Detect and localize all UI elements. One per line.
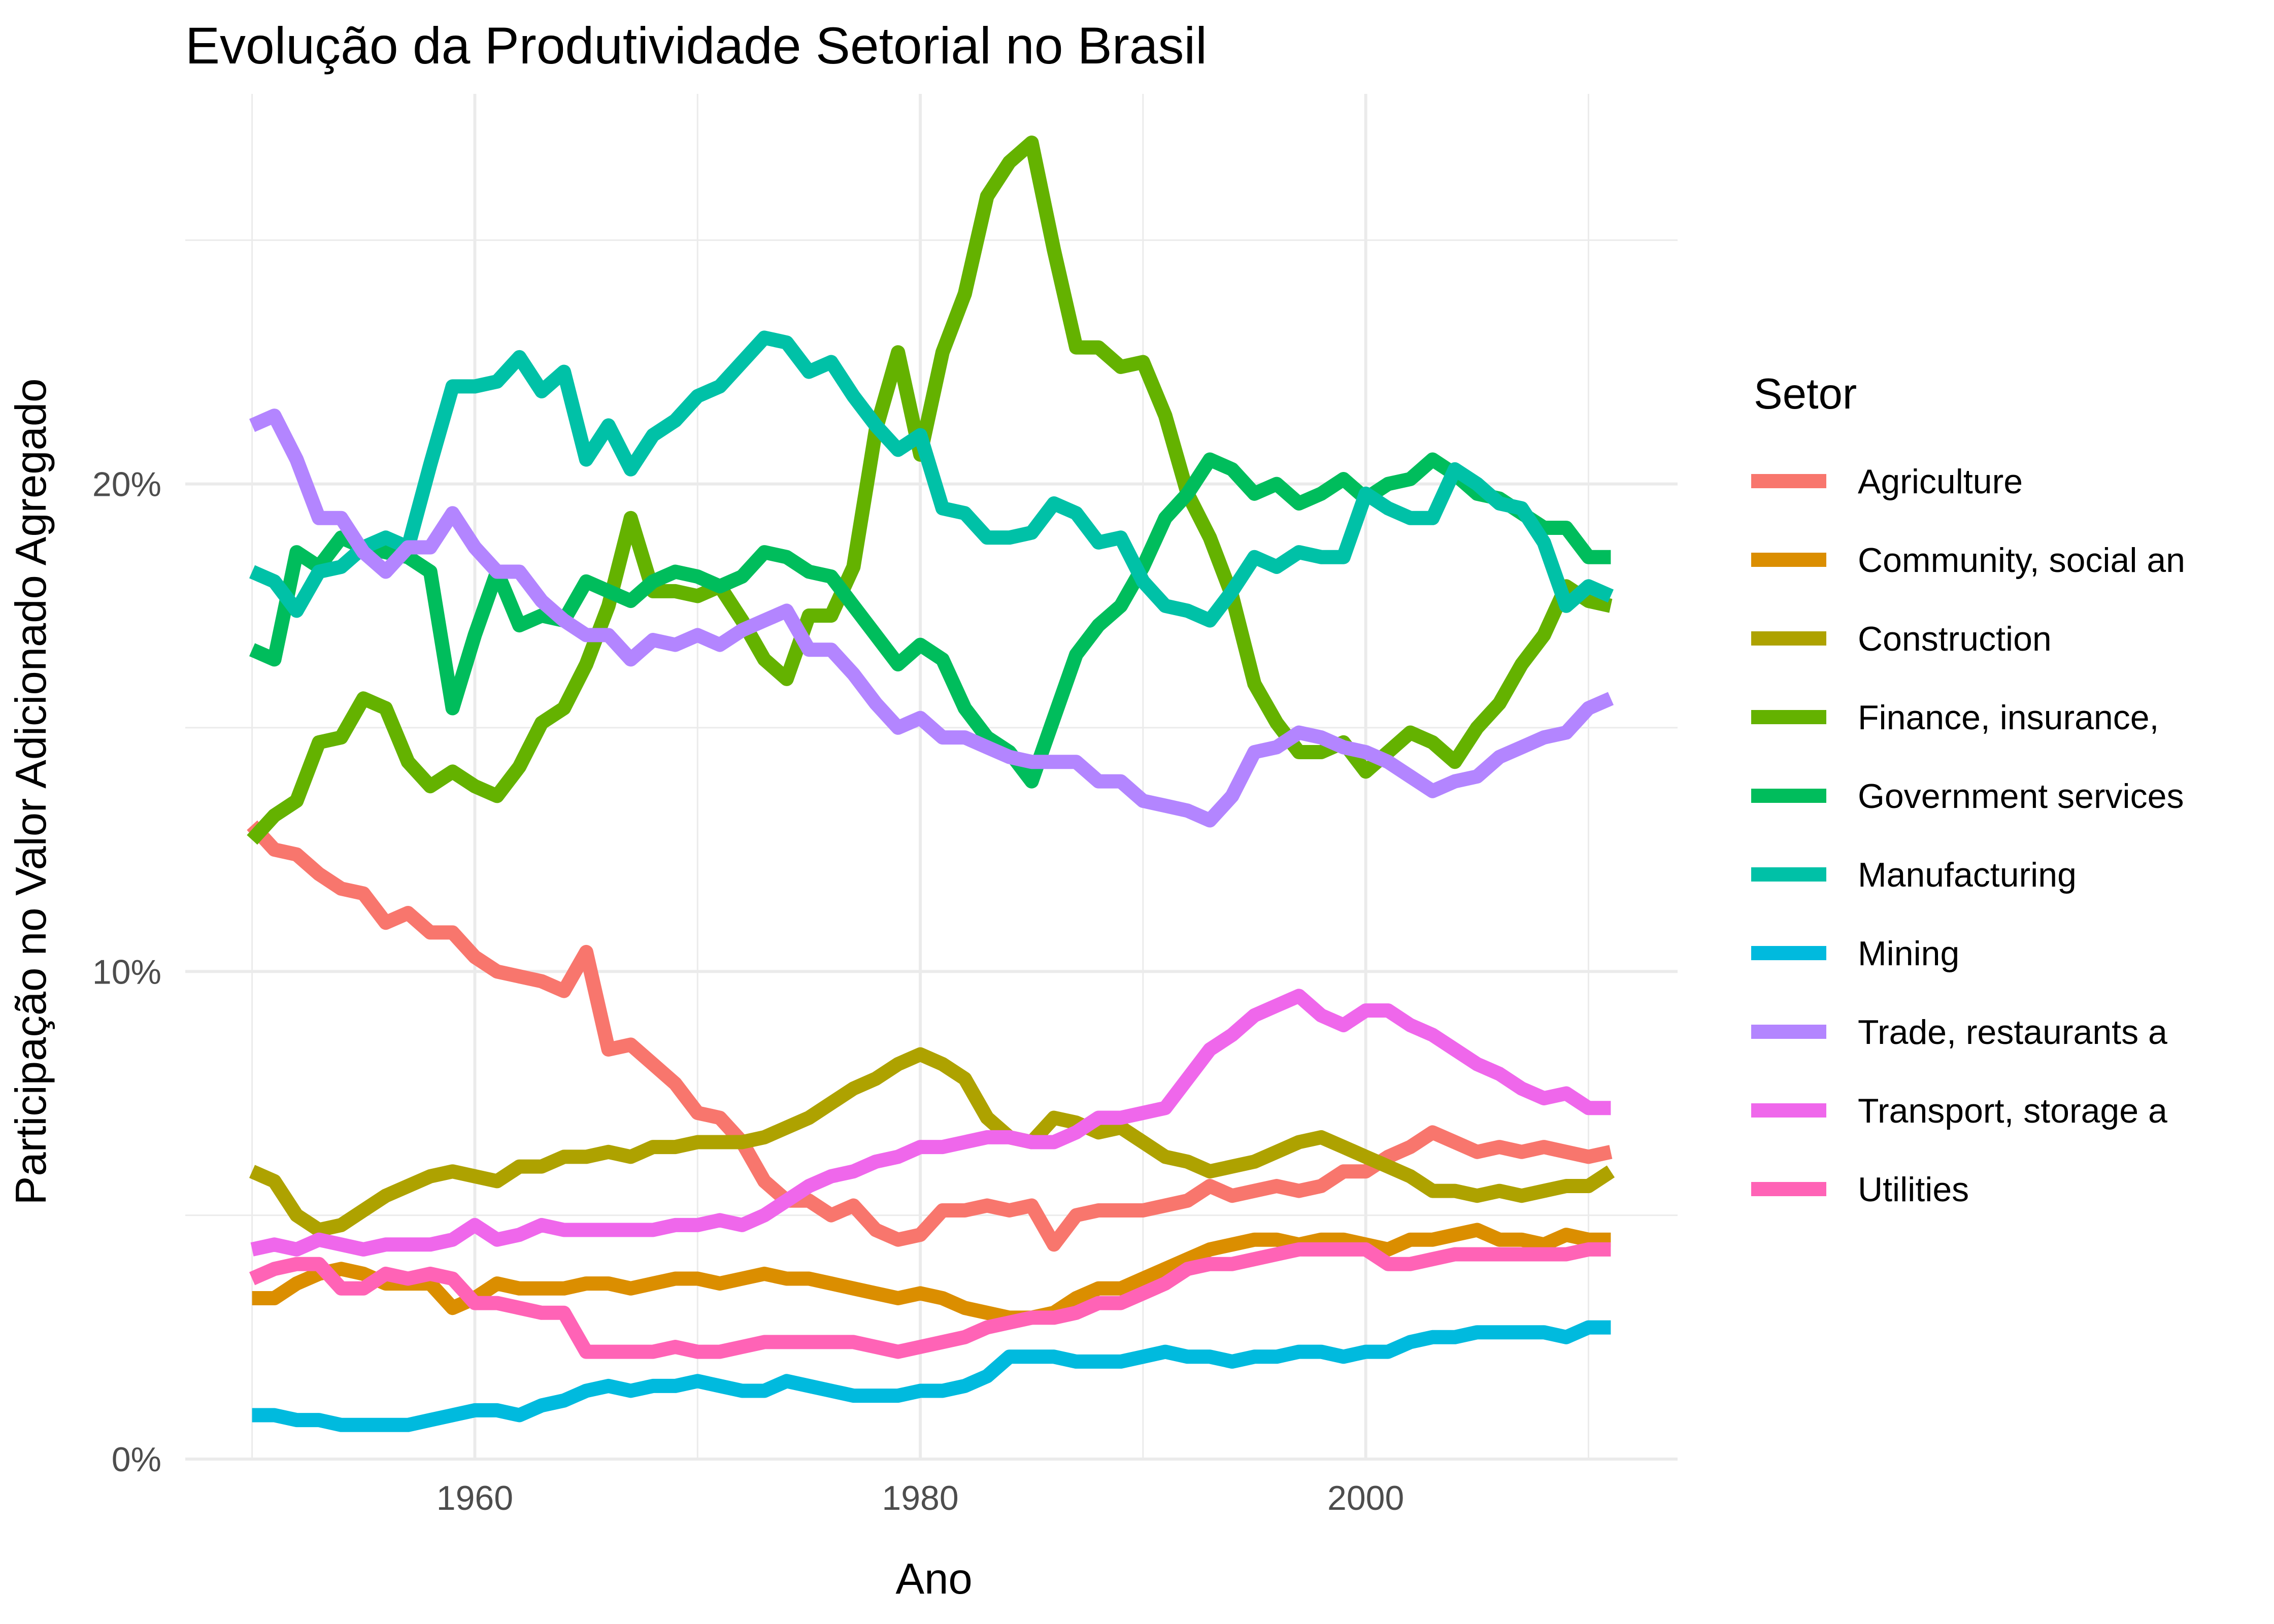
y-axis-title: Participação no Valor Adicionado Agregad…	[7, 379, 55, 1205]
series-line	[249, 1242, 1611, 1359]
x-tick-label: 2000	[1327, 1479, 1404, 1517]
series-line	[249, 452, 1611, 789]
y-tick-label: 10%	[92, 953, 161, 991]
series-line	[250, 989, 1611, 1257]
series-line	[252, 1223, 1611, 1325]
legend-label: Trade, restaurants a	[1858, 1013, 2167, 1052]
legend: Setor Agriculture Community, social an Con…	[1751, 370, 2185, 1209]
series-group	[247, 136, 1615, 1432]
y-axis-ticks: 0% 10% 20%	[92, 465, 161, 1479]
series-line	[252, 1320, 1611, 1432]
x-tick-label: 1960	[437, 1479, 513, 1517]
chart-title: Evolução da Produtividade Setorial no Br…	[185, 17, 1207, 75]
legend-label: Finance, insurance,	[1858, 698, 2159, 737]
legend-label: Agriculture	[1858, 462, 2023, 501]
legend-label: Community, social an	[1858, 541, 2185, 580]
series-line	[249, 1047, 1615, 1237]
legend-label: Utilities	[1858, 1170, 1969, 1209]
legend-label: Transport, storage a	[1858, 1092, 2167, 1130]
x-axis-ticks: 1960 1980 2000	[437, 1479, 1404, 1517]
series-line	[249, 330, 1614, 628]
x-axis-title: Ano	[895, 1555, 972, 1603]
legend-label: Construction	[1858, 620, 2052, 658]
legend-title: Setor	[1754, 370, 1857, 418]
legend-label: Government services	[1858, 777, 2184, 816]
x-tick-label: 1980	[882, 1479, 958, 1517]
series-line	[249, 409, 1614, 828]
legend-label: Mining	[1858, 934, 1959, 973]
y-tick-label: 20%	[92, 465, 161, 504]
legend-label: Manufacturing	[1858, 856, 2077, 894]
y-tick-label: 0%	[112, 1440, 161, 1479]
